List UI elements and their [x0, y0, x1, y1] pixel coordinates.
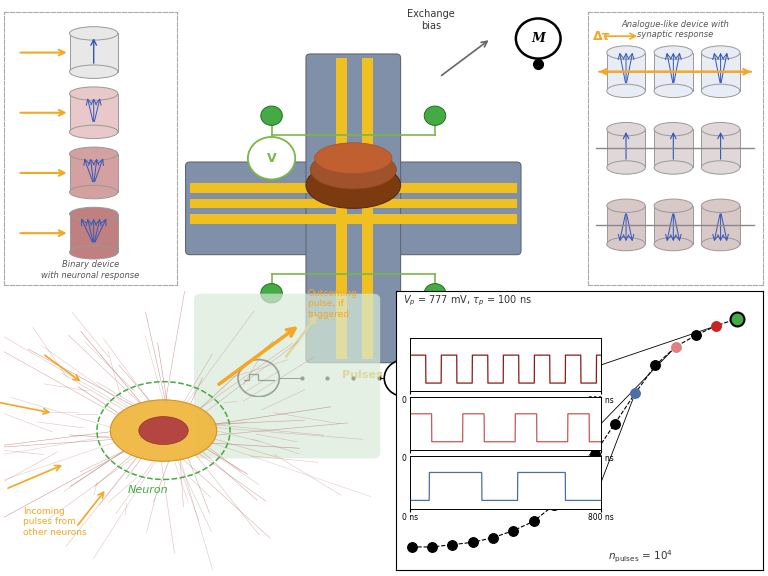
Text: V: V: [266, 151, 276, 165]
Text: $n_\mathrm{pulses}$ = 10$^4$: $n_\mathrm{pulses}$ = 10$^4$: [608, 548, 674, 564]
Bar: [654, 129, 693, 168]
Bar: [607, 52, 645, 91]
Circle shape: [238, 359, 280, 397]
Text: Pulses: Pulses: [342, 370, 382, 380]
Ellipse shape: [701, 161, 740, 174]
Bar: [69, 214, 118, 252]
Circle shape: [261, 283, 283, 303]
Bar: [190, 214, 517, 223]
Ellipse shape: [607, 123, 645, 136]
Bar: [701, 129, 740, 168]
Bar: [362, 58, 372, 359]
Ellipse shape: [111, 400, 217, 461]
Text: Exchange
bias: Exchange bias: [407, 9, 455, 31]
Bar: [336, 58, 347, 359]
Ellipse shape: [69, 147, 118, 161]
Text: M: M: [531, 32, 545, 45]
Ellipse shape: [69, 125, 118, 139]
Ellipse shape: [654, 237, 693, 251]
Text: Δτ: Δτ: [593, 29, 611, 43]
Text: Analogue-like device with
synaptic response: Analogue-like device with synaptic respo…: [621, 20, 729, 39]
Bar: [701, 52, 740, 91]
Text: Outcoming
pulse, if
triggered: Outcoming pulse, if triggered: [308, 289, 358, 319]
Bar: [607, 206, 645, 244]
Ellipse shape: [607, 84, 645, 97]
Bar: [69, 154, 118, 192]
Ellipse shape: [701, 46, 740, 59]
Circle shape: [516, 18, 561, 59]
Ellipse shape: [654, 84, 693, 97]
Bar: [654, 52, 693, 91]
Ellipse shape: [654, 161, 693, 174]
Ellipse shape: [310, 150, 396, 189]
Ellipse shape: [607, 161, 645, 174]
Ellipse shape: [69, 26, 118, 40]
Ellipse shape: [69, 185, 118, 199]
FancyBboxPatch shape: [186, 162, 521, 255]
Text: $V_p$ = 777 mV, $\tau_p$ = 100 ns: $V_p$ = 777 mV, $\tau_p$ = 100 ns: [403, 294, 531, 308]
Ellipse shape: [607, 46, 645, 59]
Ellipse shape: [701, 199, 740, 213]
Bar: [654, 206, 693, 244]
Ellipse shape: [607, 237, 645, 251]
Ellipse shape: [69, 65, 118, 78]
Ellipse shape: [701, 84, 740, 97]
Circle shape: [248, 137, 295, 179]
Text: Neuron: Neuron: [128, 485, 169, 495]
Circle shape: [384, 359, 425, 397]
Bar: [701, 206, 740, 244]
Ellipse shape: [69, 207, 118, 221]
Ellipse shape: [701, 123, 740, 136]
Circle shape: [424, 106, 445, 126]
Ellipse shape: [69, 87, 118, 100]
Ellipse shape: [69, 245, 118, 259]
Text: Binary device
with neuronal response: Binary device with neuronal response: [41, 260, 139, 280]
Bar: [69, 33, 118, 72]
Ellipse shape: [654, 199, 693, 213]
Bar: [190, 183, 517, 193]
Ellipse shape: [306, 162, 401, 209]
Bar: [607, 129, 645, 168]
Ellipse shape: [654, 123, 693, 136]
Ellipse shape: [607, 199, 645, 213]
Bar: [69, 93, 118, 132]
Circle shape: [261, 106, 283, 126]
Circle shape: [424, 283, 445, 303]
Ellipse shape: [139, 416, 188, 445]
Text: Incoming
pulses from
other neurons: Incoming pulses from other neurons: [23, 507, 87, 537]
FancyBboxPatch shape: [306, 54, 401, 363]
FancyBboxPatch shape: [194, 294, 380, 458]
Bar: [190, 199, 517, 209]
Ellipse shape: [701, 237, 740, 251]
Ellipse shape: [654, 46, 693, 59]
Ellipse shape: [315, 143, 392, 173]
